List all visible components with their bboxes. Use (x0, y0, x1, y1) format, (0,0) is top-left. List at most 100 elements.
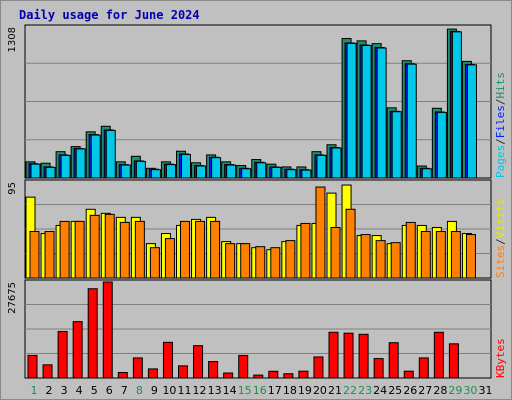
bar-pages-day-16 (256, 162, 267, 179)
bar-sites-day-3 (59, 220, 70, 279)
bar-kbytes-day-2 (42, 364, 53, 379)
bar-sites-day-13 (210, 220, 221, 279)
bar-pages-day-3 (60, 154, 71, 179)
day-label-19: 19 (298, 384, 312, 397)
legend-item-pages-files-hits-1: / (494, 138, 507, 145)
bar-sites-day-22 (345, 208, 356, 279)
bar-sites-day-11 (180, 220, 190, 279)
bar-pages-day-2 (45, 166, 56, 179)
legend-item-sites-visits-1: / (494, 238, 507, 245)
legend-item-sites-visits-2: Visits (494, 199, 507, 239)
bar-kbytes-day-21 (328, 331, 339, 379)
day-label-8: 8 (136, 384, 143, 397)
bar-sites-day-20 (315, 186, 326, 279)
day-label-2: 2 (46, 384, 53, 397)
legend-item-pages-files-hits-3: / (494, 99, 507, 106)
day-label-10: 10 (162, 384, 176, 397)
legend-item-pages-files-hits-2: Files (494, 105, 507, 138)
bar-sites-day-9 (149, 247, 160, 279)
day-label-27: 27 (418, 384, 432, 397)
bar-sites-day-24 (375, 240, 386, 279)
bar-sites-day-10 (164, 238, 175, 279)
axis-max-label-kbytes: 27675 (7, 282, 18, 314)
legend-item-pages-files-hits-0: Pages (494, 145, 507, 178)
day-label-6: 6 (106, 384, 113, 397)
bar-kbytes-day-29 (448, 343, 459, 379)
bar-sites-day-5 (89, 214, 100, 279)
day-label-17: 17 (268, 384, 282, 397)
bar-pages-day-19 (301, 169, 312, 179)
bar-pages-day-6 (105, 129, 116, 179)
day-axis: 1 2 3 4 5 6 7 8 9 10 11 12 13 14 15 16 17 18 19 20 21 22 23 24 2… (31, 384, 493, 397)
day-label-30: 30 (463, 384, 477, 397)
day-label-14: 14 (223, 384, 237, 397)
bar-sites-day-14 (225, 243, 236, 279)
day-label-7: 7 (121, 384, 128, 397)
bar-sites-day-18 (285, 240, 296, 279)
bar-sites-day-6 (104, 213, 115, 279)
bar-pages-day-13 (211, 157, 222, 179)
bar-pages-day-4 (75, 148, 86, 179)
axis-max-label-pages-files-hits: 1308 (7, 27, 18, 52)
bar-pages-day-27 (421, 168, 432, 179)
bar-pages-day-7 (120, 164, 131, 179)
bar-pages-day-25 (391, 111, 402, 179)
bar-sites-day-29 (450, 231, 461, 279)
bar-sites-day-30 (465, 234, 476, 279)
day-label-4: 4 (76, 384, 83, 397)
legend-item-sites-visits-0: Sites (494, 245, 507, 278)
bar-kbytes-day-14 (223, 372, 234, 379)
bar-kbytes-day-13 (208, 361, 219, 379)
bar-kbytes-day-18 (283, 373, 294, 379)
bar-pages-day-14 (226, 164, 237, 179)
bar-pages-day-26 (406, 63, 417, 179)
bar-sites-day-25 (390, 242, 401, 279)
bar-sites-day-23 (360, 234, 371, 279)
chart-title: Daily usage for June 2024 (19, 8, 200, 22)
bar-kbytes-day-1 (27, 354, 38, 379)
bar-kbytes-day-7 (117, 371, 128, 379)
bar-pages-day-12 (196, 165, 207, 179)
day-label-29: 29 (448, 384, 462, 397)
bar-kbytes-day-22 (343, 332, 354, 379)
bar-sites-day-16 (255, 246, 266, 279)
bar-kbytes-day-15 (238, 354, 249, 379)
bar-kbytes-day-3 (57, 331, 68, 379)
bar-kbytes-day-23 (358, 333, 369, 379)
bar-sites-day-21 (330, 226, 341, 279)
bar-kbytes-day-5 (87, 288, 98, 379)
legend-item-pages-files-hits-4: Hits (494, 72, 507, 99)
bar-kbytes-day-8 (132, 357, 143, 379)
bar-pages-day-1 (30, 163, 41, 179)
axis-max-label-sites-visits: 95 (7, 182, 18, 195)
legend-item-kbytes-0: KBytes (494, 338, 507, 378)
legend-pages-files-hits: Pages/Files/Hits (494, 72, 507, 178)
bar-pages-day-21 (331, 147, 342, 179)
bar-kbytes-day-26 (403, 370, 414, 379)
bar-sites-day-27 (420, 231, 431, 279)
day-label-28: 28 (433, 384, 447, 397)
day-label-12: 12 (193, 384, 207, 397)
day-label-5: 5 (91, 384, 98, 397)
bar-sites-day-12 (195, 220, 206, 279)
day-label-23: 23 (358, 384, 372, 397)
bar-pages-day-24 (376, 47, 387, 179)
bar-kbytes-day-19 (298, 370, 309, 379)
bar-pages-day-17 (271, 166, 282, 179)
bar-kbytes-day-4 (72, 321, 83, 379)
bar-sites-day-19 (300, 222, 311, 279)
bar-kbytes-day-24 (373, 358, 384, 379)
bar-sites-day-1 (29, 231, 40, 279)
bar-sites-day-7 (119, 221, 130, 279)
bar-kbytes-day-11 (178, 365, 188, 379)
bar-pages-day-9 (150, 169, 161, 179)
bar-kbytes-day-10 (162, 341, 173, 379)
bar-pages-day-11 (181, 153, 191, 179)
day-label-24: 24 (373, 384, 387, 397)
bar-pages-day-8 (135, 160, 146, 179)
bar-pages-day-28 (436, 111, 447, 179)
bar-sites-day-17 (270, 247, 281, 279)
legend-sites-visits: Sites/Visits (494, 199, 507, 279)
day-label-25: 25 (388, 384, 402, 397)
